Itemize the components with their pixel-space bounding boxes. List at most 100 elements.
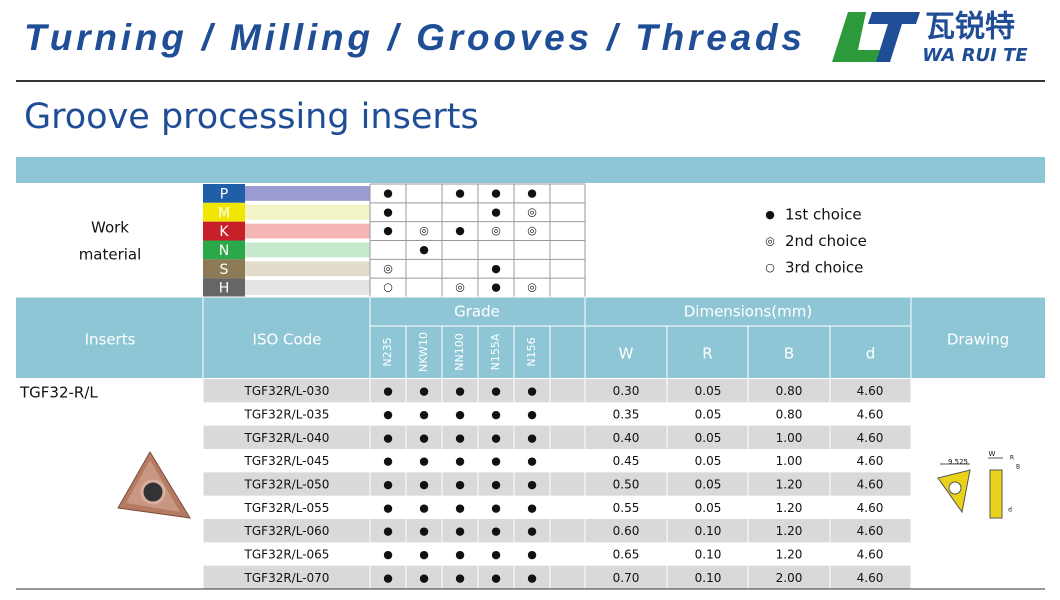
grade-mark: ● [383,548,393,561]
dimension-value: 0.05 [695,408,722,422]
material-code-bg [203,240,245,260]
material-code-bg [203,278,245,297]
choice-mark: ● [419,243,429,256]
dimension-value: 0.30 [613,384,640,398]
header-inserts: Inserts [85,331,136,349]
material-code-bg [203,184,245,203]
material-bar [245,242,370,258]
work-material-label: material [79,246,142,264]
dimension-value: 4.60 [857,454,884,468]
drawing-label: B [1016,464,1020,471]
choice-mark: ● [383,224,393,237]
grade-mark: ● [455,571,465,584]
choice-mark: ● [491,281,501,294]
dimension-value: 4.60 [857,384,884,398]
drawing-label: W [989,450,996,458]
material-bar [245,204,370,220]
grade-mark: ● [491,571,501,584]
grade-label: N235 [381,337,394,366]
dimension-value: 0.70 [613,571,640,585]
choice-mark: ◎ [455,281,465,294]
choice-mark: ● [527,186,537,199]
grade-mark: ● [383,431,393,444]
drawing-label: d [1008,507,1012,514]
grade-mark: ● [383,525,393,538]
material-bar [245,223,370,239]
page-title: Turning / Milling / Grooves / Threads [24,17,802,58]
grade-mark: ● [419,548,429,561]
logo-en: WA RUI TE [922,45,1028,66]
drawing-label: 9.525 [948,458,968,466]
grade-mark: ● [491,548,501,561]
dimension-value: 0.40 [613,431,640,445]
dimension-value: 1.20 [776,524,803,538]
dimension-value: 0.55 [613,501,640,515]
legend-symbol: ◎ [765,235,775,248]
material-bar [245,261,370,277]
dimension-value: 4.60 [857,571,884,585]
material-code: P [220,186,228,202]
grade-mark: ● [455,385,465,398]
choice-mark: ◎ [527,224,537,237]
dimension-value: 1.00 [776,431,803,445]
dimension-value: 0.05 [695,501,722,515]
dimension-value: 4.60 [857,548,884,562]
choice-mark: ◎ [491,224,501,237]
table-header-bg [16,297,1045,378]
dimension-value: 0.80 [776,408,803,422]
grade-mark: ● [527,501,537,514]
grade-mark: ● [527,525,537,538]
grade-label: NN100 [453,333,466,370]
dim-label: R [702,345,712,363]
grade-mark: ● [527,408,537,421]
grade-label: N156 [525,337,538,366]
iso-code: TGF32R/L-045 [244,454,330,468]
dim-label: d [866,345,876,363]
choice-mark: ◎ [419,224,429,237]
choice-mark: ● [383,205,393,218]
dimension-value: 1.20 [776,548,803,562]
grade-mark: ● [491,385,501,398]
grade-mark: ● [455,478,465,491]
dimension-value: 4.60 [857,478,884,492]
subtitle: Groove processing inserts [24,97,479,137]
header-drawing: Drawing [947,331,1009,349]
work-material-label: Work [91,219,129,237]
legend-symbol: ● [765,208,775,221]
header-grade: Grade [454,303,500,321]
grade-mark: ● [455,548,465,561]
choice-mark: ◎ [527,205,537,218]
legend-text: 3rd choice [785,259,863,277]
choice-mark: ● [491,262,501,275]
choice-mark: ● [491,186,501,199]
material-code: H [219,281,230,297]
choice-mark: ● [455,224,465,237]
row-bg [203,565,911,589]
dimension-value: 0.35 [613,408,640,422]
dimension-value: 1.20 [776,501,803,515]
iso-code: TGF32R/L-060 [244,524,330,538]
grade-mark: ● [419,571,429,584]
logo-cn: 瓦锐特 [925,10,1015,45]
dimension-value: 4.60 [857,524,884,538]
logo-mark [832,12,920,62]
material-code-bg [203,202,245,222]
dimension-value: 4.60 [857,431,884,445]
dimension-value: 1.00 [776,454,803,468]
grade-mark: ● [527,431,537,444]
material-code: K [219,224,229,240]
choice-mark: ● [491,205,501,218]
grade-mark: ● [383,501,393,514]
grade-mark: ● [455,431,465,444]
dimension-value: 0.05 [695,478,722,492]
material-bar [245,280,370,295]
legend-symbol: ○ [765,261,775,274]
row-bg [203,519,911,543]
drawing-label: R [1010,455,1014,462]
grade-mark: ● [527,571,537,584]
material-code-bg [203,259,245,279]
grade-mark: ● [527,385,537,398]
dimension-value: 1.20 [776,478,803,492]
grade-mark: ● [383,408,393,421]
